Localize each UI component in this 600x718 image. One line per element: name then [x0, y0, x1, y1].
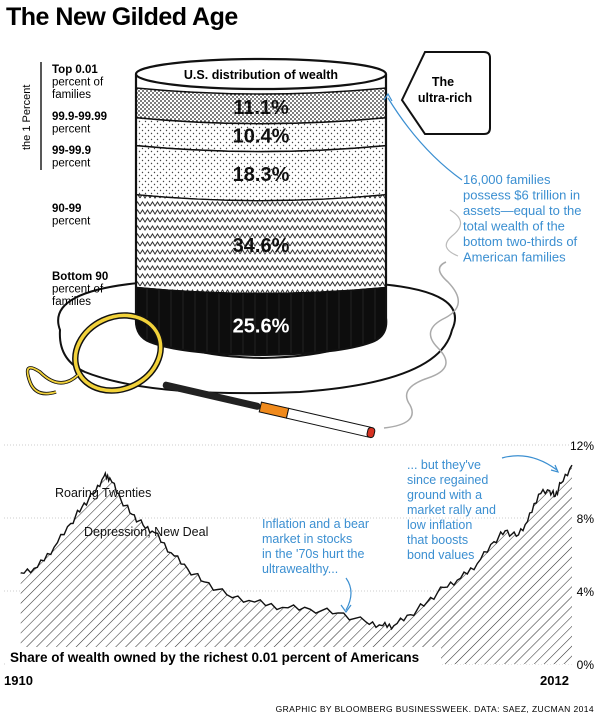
cigarette-holder [162, 381, 261, 410]
y-tick-label-0: 0% [577, 658, 595, 672]
callout-arrowhead [383, 92, 393, 102]
annotation-3-line-2: ground with a [407, 488, 482, 502]
x-axis-start-label: 1910 [4, 673, 33, 688]
callout-line-1: possess $6 trillion in [463, 188, 580, 203]
smoke-wisp [445, 209, 462, 257]
monocle-chain [26, 366, 79, 395]
wealth-share-area [20, 465, 572, 664]
hat-category-label-4-line-0: Bottom 90 [52, 271, 108, 283]
annotation-2-line-1: market in stocks [262, 532, 352, 546]
annotation-2-line-3: ultrawealthy... [262, 562, 338, 576]
callout-line-5: American families [463, 250, 566, 265]
annotation-1-line-0: Depression, New Deal [84, 525, 208, 539]
tag-label-line1: The [432, 75, 454, 89]
cigarette-filter [258, 401, 290, 419]
chart-title-backdrop [7, 647, 441, 667]
hat-category-label-3-line-0: 90-99 [52, 203, 81, 215]
annotation-3-line-1: since regained [407, 473, 488, 487]
hat-category-label-2-line-0: 99-99.9 [52, 145, 91, 157]
annotation-2-line-2: in the '70s hurt the [262, 547, 365, 561]
recovery-arrow [501, 455, 558, 471]
hat-band-4 [135, 286, 387, 355]
cigarette-ember [366, 426, 376, 439]
wealth-share-chart: 0% 4% 8% 12% Share of wealth owned by the r… [4, 439, 594, 688]
chart-annotations: Roaring Twenties Depression, New Deal Infl… [55, 458, 496, 576]
seventies-arrow [345, 577, 352, 611]
hat-category-label-0-line-0: Top 0.01 [52, 64, 98, 76]
footer-credit: GRAPHIC BY BLOOMBERG BUSINESSWEEK. DATA:… [276, 704, 594, 714]
annotation-3-line-5: that boosts [407, 533, 468, 547]
callout-line-2: assets—equal to the [463, 203, 582, 218]
callout-line-0: 16,000 families [463, 172, 551, 187]
y-tick-label-2: 8% [577, 512, 595, 526]
cigarette-paper [285, 407, 372, 438]
hat-category-label-0-line-2: families [52, 89, 91, 101]
callout-line-4: bottom two-thirds of [463, 234, 578, 249]
hat-category-label-3-line-1: percent [52, 216, 91, 228]
hat-category-label-4-line-1: percent of [52, 284, 104, 296]
tag-label-line2: ultra-rich [418, 91, 472, 105]
hat-value-label-1: 10.4% [233, 126, 290, 148]
hat-value-labels: 11.1% 10.4% 18.3% 34.6% 25.6% [233, 97, 290, 338]
wealth-share-line [20, 464, 573, 631]
annotation-3-line-3: market rally and [407, 503, 496, 517]
y-tick-label-1: 4% [577, 585, 595, 599]
monocle-rim [73, 313, 163, 393]
hat-value-label-3: 34.6% [233, 235, 290, 257]
recovery-arrowhead [550, 464, 560, 473]
hat-value-label-0: 11.1% [233, 97, 289, 119]
seventies-arrowhead [340, 604, 352, 614]
monocle [25, 312, 164, 396]
hat-top-ellipse [134, 57, 388, 91]
annotation-3-line-6: bond values [407, 548, 474, 562]
hat-header: U.S. distribution of wealth [184, 68, 338, 82]
hat-category-label-4-line-2: families [52, 296, 91, 308]
hat-category-label-2-line-1: percent [52, 158, 91, 170]
ultra-rich-tag [400, 51, 491, 135]
callout-line-3: total wealth of the [463, 219, 565, 234]
callout-arrow [387, 97, 463, 181]
annotation-0-line-0: Roaring Twenties [55, 486, 151, 500]
smoke-trail [383, 261, 459, 429]
top-hat-chart: U.S. distribution of wealth 11.1% 10.4% 18… [21, 51, 582, 439]
hat-category-label-0-line-1: percent of [52, 77, 104, 89]
hat-body-outline [134, 74, 388, 357]
chart-title: Share of wealth owned by the richest 0.0… [10, 650, 419, 665]
one-percent-label: the 1 Percent [21, 85, 33, 150]
annotation-3-line-4: low inflation [407, 518, 472, 532]
hat-value-label-2: 18.3% [233, 164, 290, 186]
y-tick-label-3: 12% [570, 439, 594, 453]
cigarette [162, 381, 376, 439]
hat-category-label-1-line-0: 99.9-99.99 [52, 111, 107, 123]
hat-category-label-1-line-1: percent [52, 124, 91, 136]
hat-bands [135, 87, 387, 355]
annotation-2-line-0: Inflation and a bear [262, 517, 369, 531]
page-title: The New Gilded Age [6, 3, 238, 31]
x-axis-end-label: 2012 [540, 673, 569, 688]
hat-value-label-4: 25.6% [233, 316, 290, 338]
annotation-3-line-0: ... but they've [407, 458, 481, 472]
y-axis-tick-labels: 0% 4% 8% 12% [570, 439, 594, 672]
